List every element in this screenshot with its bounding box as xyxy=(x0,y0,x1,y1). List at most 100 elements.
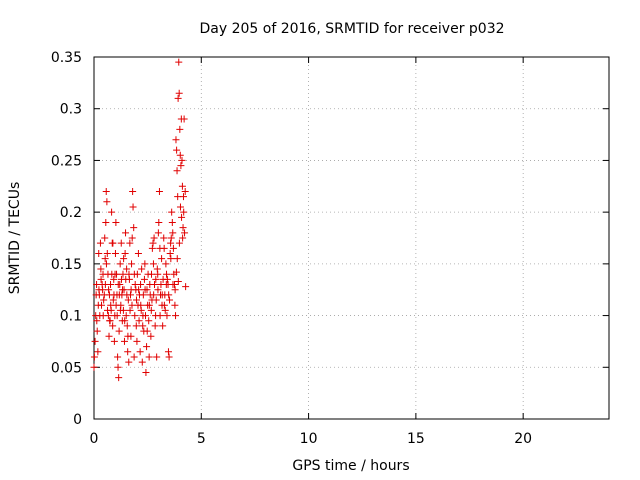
y-tick-label: 0.25 xyxy=(51,153,82,169)
data-point xyxy=(124,332,132,340)
data-point xyxy=(175,239,183,247)
data-point xyxy=(130,224,138,232)
data-point xyxy=(138,265,146,273)
data-point xyxy=(180,208,188,216)
data-point xyxy=(145,301,153,309)
data-point xyxy=(101,234,109,242)
data-point xyxy=(114,353,122,361)
data-point xyxy=(91,337,99,345)
data-point xyxy=(165,353,173,361)
data-point xyxy=(163,275,171,283)
data-point xyxy=(114,363,122,371)
y-tick-label: 0.35 xyxy=(51,50,82,66)
data-point xyxy=(168,208,176,216)
data-point xyxy=(159,322,167,330)
data-point xyxy=(125,270,133,278)
data-point xyxy=(164,348,172,356)
data-point xyxy=(116,306,124,314)
data-point xyxy=(143,327,151,335)
data-point xyxy=(112,218,120,226)
data-point xyxy=(133,337,141,345)
data-point xyxy=(110,291,118,299)
data-point xyxy=(180,115,188,123)
data-point xyxy=(173,146,181,154)
data-point xyxy=(182,283,190,291)
data-point xyxy=(109,322,117,330)
data-point xyxy=(166,250,174,258)
data-points xyxy=(90,58,190,382)
data-point xyxy=(160,234,168,242)
data-point xyxy=(98,301,106,309)
x-tick-label: 10 xyxy=(300,431,318,447)
data-point xyxy=(155,187,163,195)
data-point xyxy=(148,270,156,278)
data-point xyxy=(100,296,108,304)
data-point xyxy=(171,301,179,309)
data-point xyxy=(120,337,128,345)
data-point xyxy=(155,218,163,226)
data-point xyxy=(135,286,143,294)
data-point xyxy=(165,291,173,299)
data-point xyxy=(119,270,127,278)
data-point xyxy=(145,353,153,361)
data-point xyxy=(163,270,171,278)
data-point xyxy=(97,275,105,283)
data-point xyxy=(149,239,157,247)
y-tick-label: 0 xyxy=(73,412,82,428)
data-point xyxy=(172,312,180,320)
data-point xyxy=(122,312,130,320)
data-point xyxy=(151,281,159,289)
data-point xyxy=(129,187,137,195)
data-point xyxy=(178,156,186,164)
data-point xyxy=(174,94,182,102)
data-point xyxy=(115,374,123,382)
data-point xyxy=(176,125,184,133)
data-point xyxy=(181,229,189,237)
data-point xyxy=(169,281,177,289)
data-point xyxy=(111,250,119,258)
data-point xyxy=(96,239,104,247)
data-point xyxy=(179,224,187,232)
data-point xyxy=(179,234,187,242)
y-tick-label: 0.05 xyxy=(51,360,82,376)
data-point xyxy=(160,244,168,252)
data-point xyxy=(115,327,123,335)
data-point xyxy=(135,317,143,325)
data-point xyxy=(122,275,130,283)
data-point xyxy=(156,312,164,320)
data-point xyxy=(137,281,145,289)
data-point xyxy=(101,255,109,263)
data-point xyxy=(102,218,110,226)
data-point xyxy=(105,286,113,294)
data-point xyxy=(110,275,118,283)
data-point xyxy=(116,260,124,268)
data-point xyxy=(129,203,137,211)
data-point xyxy=(162,260,170,268)
data-point xyxy=(143,343,151,351)
data-point xyxy=(169,244,177,252)
data-point xyxy=(178,182,186,190)
data-point xyxy=(147,306,155,314)
data-point xyxy=(95,286,103,294)
x-axis-label: GPS time / hours xyxy=(292,458,409,474)
data-point xyxy=(134,250,142,258)
data-point xyxy=(177,162,185,170)
data-point xyxy=(106,317,114,325)
data-point xyxy=(126,306,134,314)
data-point xyxy=(102,187,110,195)
data-point xyxy=(125,358,133,366)
data-point xyxy=(108,208,116,216)
data-point xyxy=(121,250,129,258)
x-tick-label: 15 xyxy=(407,431,425,447)
data-point xyxy=(103,198,111,206)
data-point xyxy=(109,239,117,247)
data-point xyxy=(176,151,184,159)
data-point xyxy=(114,281,122,289)
data-point xyxy=(108,270,116,278)
y-tick-label: 0.15 xyxy=(51,257,82,273)
data-point xyxy=(179,193,187,201)
data-point xyxy=(109,296,117,304)
data-point xyxy=(123,322,131,330)
data-point xyxy=(104,306,112,314)
data-point xyxy=(163,312,171,320)
